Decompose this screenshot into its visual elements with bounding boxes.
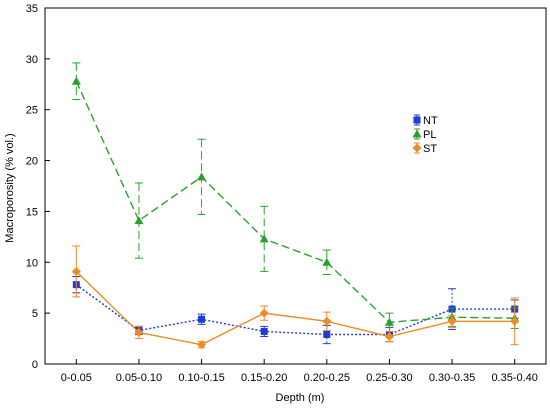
point-st — [71, 266, 81, 276]
legend-item-nt: NT — [413, 114, 438, 127]
y-axis-title: Macroporosity (% vol.) — [4, 133, 16, 242]
point-pl — [322, 257, 332, 266]
point-st — [197, 340, 207, 350]
y-tick-label: 35 — [26, 3, 38, 15]
point-pl — [71, 76, 81, 85]
series-pl — [71, 62, 520, 332]
y-tick-label: 10 — [26, 257, 38, 269]
point-nt — [260, 327, 268, 335]
y-tick-label: 30 — [26, 54, 38, 66]
legend-label-nt: NT — [423, 115, 438, 127]
legend-marker-st — [412, 143, 422, 153]
point-pl — [134, 216, 144, 225]
y-tick-label: 0 — [32, 359, 38, 371]
series-st — [71, 245, 520, 350]
y-tick-label: 20 — [26, 156, 38, 168]
x-tick-label: 0-0.05 — [61, 372, 92, 384]
point-st — [384, 332, 394, 342]
legend-label-pl: PL — [423, 129, 436, 141]
point-st — [259, 308, 269, 318]
point-pl — [197, 172, 207, 181]
x-tick-label: 0.25-0.30 — [366, 372, 412, 384]
plot-frame — [44, 7, 547, 365]
x-tick-label: 0.10-0.15 — [178, 372, 224, 384]
y-tick-label: 5 — [32, 308, 38, 320]
series-line-pl — [75, 80, 515, 324]
point-st — [510, 316, 520, 326]
x-tick-label: 0.30-0.35 — [429, 372, 475, 384]
point-pl — [384, 317, 394, 326]
legend-item-pl: PL — [412, 128, 436, 141]
y-tick-label: 25 — [26, 105, 38, 117]
x-tick-label: 0.05-0.10 — [116, 372, 162, 384]
x-axis-title: Depth (m) — [276, 392, 325, 404]
series-line-st — [75, 270, 515, 346]
point-st — [134, 327, 144, 337]
point-pl — [259, 234, 269, 243]
point-st — [322, 316, 332, 326]
y-tick-label: 15 — [26, 206, 38, 218]
x-tick-label: 0.20-0.25 — [304, 372, 350, 384]
series-line-nt — [75, 284, 515, 336]
legend-item-st: ST — [412, 142, 437, 155]
legend-marker-pl — [412, 129, 422, 138]
x-tick-label: 0.15-0.20 — [241, 372, 287, 384]
point-st — [447, 316, 457, 326]
point-nt — [198, 315, 206, 323]
point-nt — [323, 331, 331, 339]
x-tick-label: 0.35-0.40 — [491, 372, 537, 384]
legend-marker-nt — [413, 116, 421, 124]
legend-label-st: ST — [423, 143, 437, 155]
